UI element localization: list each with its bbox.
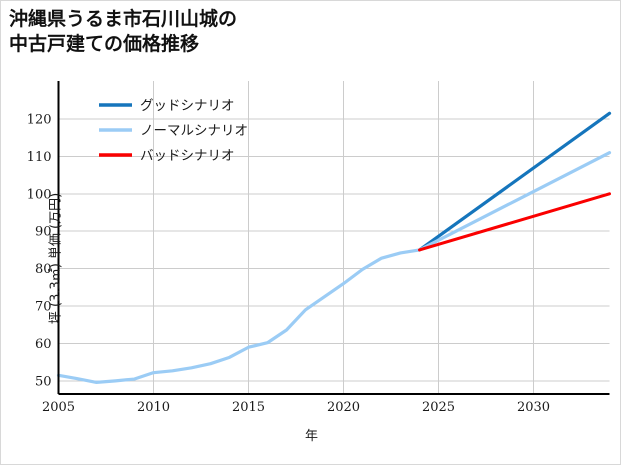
chart-title: 沖縄県うるま市石川山城の 中古戸建ての価格推移 <box>9 8 238 56</box>
y-tick-label: 60 <box>35 337 52 352</box>
y-tick-label: 100 <box>27 187 52 202</box>
axis-spines <box>57 81 610 395</box>
legend-label: グッドシナリオ <box>140 98 235 114</box>
series-line-1 <box>56 151 612 384</box>
y-axis-tick-labels: 50 60 70 80 90 100 110 120 <box>27 112 52 389</box>
y-tick-label: 110 <box>27 150 52 165</box>
y-tick-label: 120 <box>27 112 52 127</box>
series-line-0 <box>417 111 612 252</box>
x-axis-tick-labels: 2005 2010 2015 2020 2025 2030 <box>42 400 550 415</box>
y-tick-label: 80 <box>35 262 52 277</box>
legend-label: ノーマルシナリオ <box>140 123 248 139</box>
y-axis-title: 坪 (3.3㎡) 単価 (万円) <box>48 192 64 325</box>
gridlines <box>58 81 610 394</box>
y-tick-label: 90 <box>35 225 52 240</box>
legend-label: バッドシナリオ <box>140 148 235 164</box>
y-tick-label: 70 <box>35 300 52 315</box>
x-tick-label: 2020 <box>327 400 360 415</box>
x-tick-label: 2010 <box>137 400 170 415</box>
x-axis-title: 年 <box>304 429 318 444</box>
x-tick-label: 2015 <box>232 400 265 415</box>
x-tick-label: 2005 <box>42 400 75 415</box>
y-tick-label: 50 <box>35 374 52 389</box>
x-tick-label: 2025 <box>422 400 455 415</box>
x-tick-label: 2030 <box>517 400 550 415</box>
series-line-2 <box>418 192 611 252</box>
series-group <box>56 111 612 384</box>
